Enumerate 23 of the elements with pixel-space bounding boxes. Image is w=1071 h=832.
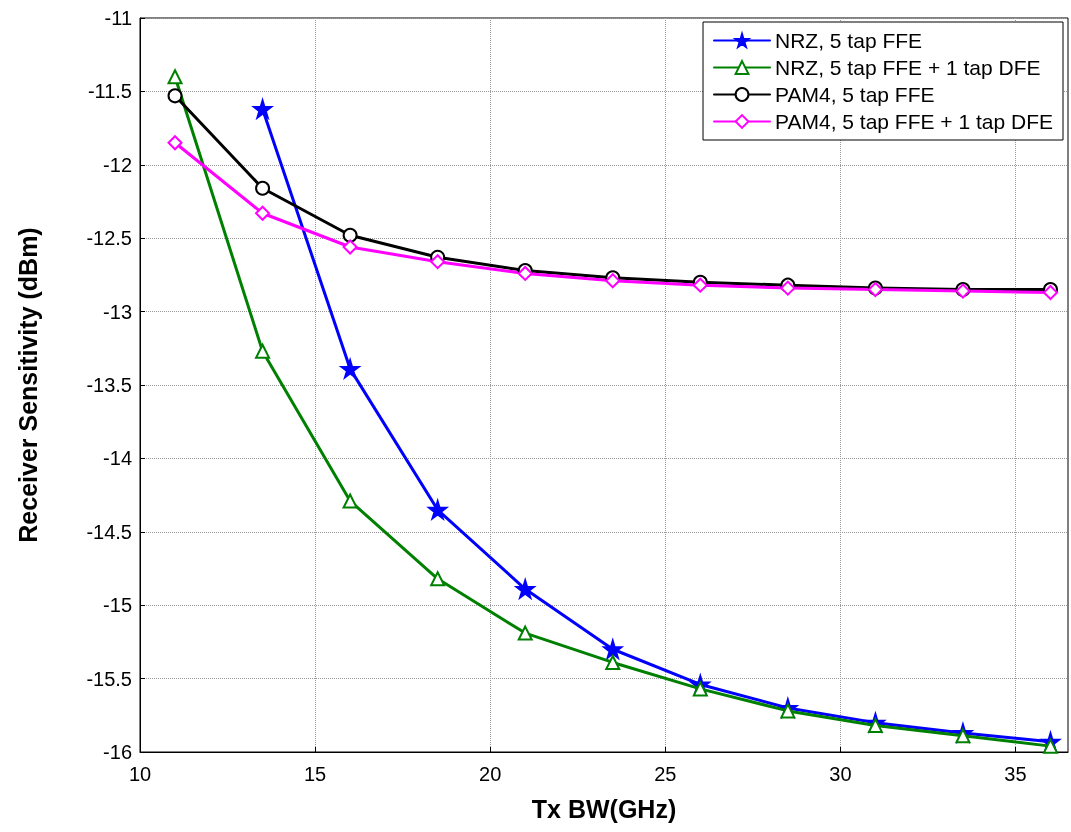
x-tick-label: 25	[654, 763, 677, 785]
y-tick-label: -14.5	[86, 520, 132, 543]
legend-label: PAM4, 5 tap FFE + 1 tap DFE	[775, 110, 1054, 133]
y-tick-label: -13	[103, 300, 132, 323]
y-tick-label: -12.5	[86, 227, 132, 250]
y-tick-label: -15.5	[86, 667, 132, 690]
y-tick-label: -12	[103, 153, 132, 176]
x-tick-label: 15	[303, 763, 327, 785]
y-tick-label: -13.5	[86, 374, 132, 396]
legend-label: NRZ, 5 tap FFE	[775, 29, 923, 52]
y-axis-title: Receiver Sensitivity (dBm)	[13, 227, 42, 543]
x-axis-title: Tx BW(GHz)	[531, 794, 677, 823]
y-tick-label: -11.5	[87, 80, 132, 103]
y-tick-label: -14	[103, 447, 132, 470]
legend-label: PAM4, 5 tap FFE	[775, 83, 935, 106]
x-tick-label: 20	[479, 763, 502, 785]
x-tick-label: 30	[829, 763, 852, 785]
y-tick-label: -16	[103, 741, 132, 763]
y-tick-label: -11	[104, 7, 132, 29]
x-tick-label: 35	[1004, 763, 1027, 785]
legend-label: NRZ, 5 tap FFE + 1 tap DFE	[775, 56, 1041, 79]
x-tick-label: 10	[128, 763, 152, 785]
y-tick-label: -15	[103, 594, 132, 617]
